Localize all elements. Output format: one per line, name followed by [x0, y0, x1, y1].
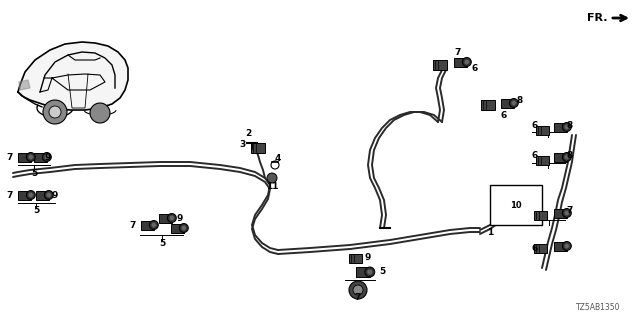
Text: 1: 1 — [487, 228, 493, 236]
Circle shape — [181, 226, 186, 230]
Circle shape — [564, 211, 570, 216]
Bar — [536, 156, 548, 164]
Circle shape — [564, 155, 570, 160]
Circle shape — [149, 220, 158, 229]
Circle shape — [43, 100, 67, 124]
Text: 9: 9 — [52, 190, 58, 199]
Polygon shape — [19, 80, 30, 90]
Bar — [554, 153, 567, 162]
Circle shape — [46, 193, 51, 197]
Text: 7: 7 — [7, 153, 13, 162]
Circle shape — [44, 155, 49, 160]
Text: 2: 2 — [245, 129, 251, 138]
Bar — [356, 267, 370, 277]
Circle shape — [28, 193, 33, 197]
Bar — [554, 209, 567, 218]
Circle shape — [42, 153, 51, 162]
Text: 7: 7 — [455, 47, 461, 57]
Circle shape — [353, 285, 363, 295]
Text: 6: 6 — [532, 150, 538, 159]
Text: 7: 7 — [7, 190, 13, 199]
Circle shape — [26, 190, 35, 199]
Circle shape — [464, 60, 469, 65]
Bar — [536, 125, 548, 134]
Circle shape — [170, 215, 174, 220]
Circle shape — [49, 106, 61, 118]
Bar — [501, 99, 514, 108]
Text: 6: 6 — [532, 244, 538, 252]
Circle shape — [44, 190, 53, 199]
Text: 6: 6 — [501, 110, 507, 119]
Circle shape — [564, 244, 570, 249]
Text: 7: 7 — [355, 293, 361, 302]
Circle shape — [167, 213, 177, 222]
Bar — [18, 190, 31, 199]
Circle shape — [90, 103, 110, 123]
Circle shape — [349, 281, 367, 299]
Bar — [349, 253, 362, 262]
Text: 5: 5 — [31, 169, 37, 178]
Circle shape — [563, 153, 572, 162]
Polygon shape — [18, 42, 128, 110]
Bar — [172, 223, 184, 233]
Circle shape — [28, 155, 33, 160]
Text: 7: 7 — [567, 205, 573, 214]
Bar — [251, 143, 265, 153]
Text: 7: 7 — [130, 220, 136, 229]
Bar — [433, 60, 447, 70]
Circle shape — [563, 242, 572, 251]
Text: 10: 10 — [510, 201, 522, 210]
Circle shape — [564, 124, 570, 130]
Text: 8: 8 — [567, 150, 573, 159]
Text: 11: 11 — [266, 181, 278, 190]
Text: TZ5AB1350: TZ5AB1350 — [575, 303, 620, 312]
Circle shape — [462, 58, 471, 67]
Circle shape — [26, 153, 35, 162]
Text: 4: 4 — [275, 154, 281, 163]
Text: 6: 6 — [532, 121, 538, 130]
Text: 5: 5 — [379, 268, 385, 276]
Text: 8: 8 — [517, 95, 523, 105]
Circle shape — [267, 173, 277, 183]
Text: 6: 6 — [472, 63, 478, 73]
Circle shape — [511, 100, 516, 106]
Text: 9: 9 — [45, 153, 51, 162]
Bar — [36, 190, 49, 199]
Text: FR.: FR. — [588, 13, 608, 23]
Text: 5: 5 — [33, 205, 39, 214]
Bar — [554, 123, 567, 132]
Circle shape — [179, 223, 188, 233]
Text: 9: 9 — [365, 253, 371, 262]
Circle shape — [563, 209, 572, 218]
Text: 9: 9 — [177, 213, 183, 222]
Text: 8: 8 — [567, 121, 573, 130]
Circle shape — [365, 267, 375, 277]
Circle shape — [367, 269, 372, 275]
Bar — [490, 185, 542, 225]
Circle shape — [563, 123, 572, 132]
Bar — [454, 58, 467, 67]
Bar — [34, 153, 47, 162]
Bar — [159, 213, 172, 222]
Bar — [534, 211, 547, 220]
Circle shape — [509, 99, 518, 108]
Bar — [481, 100, 495, 110]
Text: 3: 3 — [239, 140, 245, 148]
Circle shape — [151, 222, 156, 228]
Bar — [554, 242, 567, 251]
Bar — [18, 153, 31, 162]
Text: 5: 5 — [159, 238, 165, 247]
Bar — [141, 220, 154, 229]
Bar — [534, 244, 547, 252]
